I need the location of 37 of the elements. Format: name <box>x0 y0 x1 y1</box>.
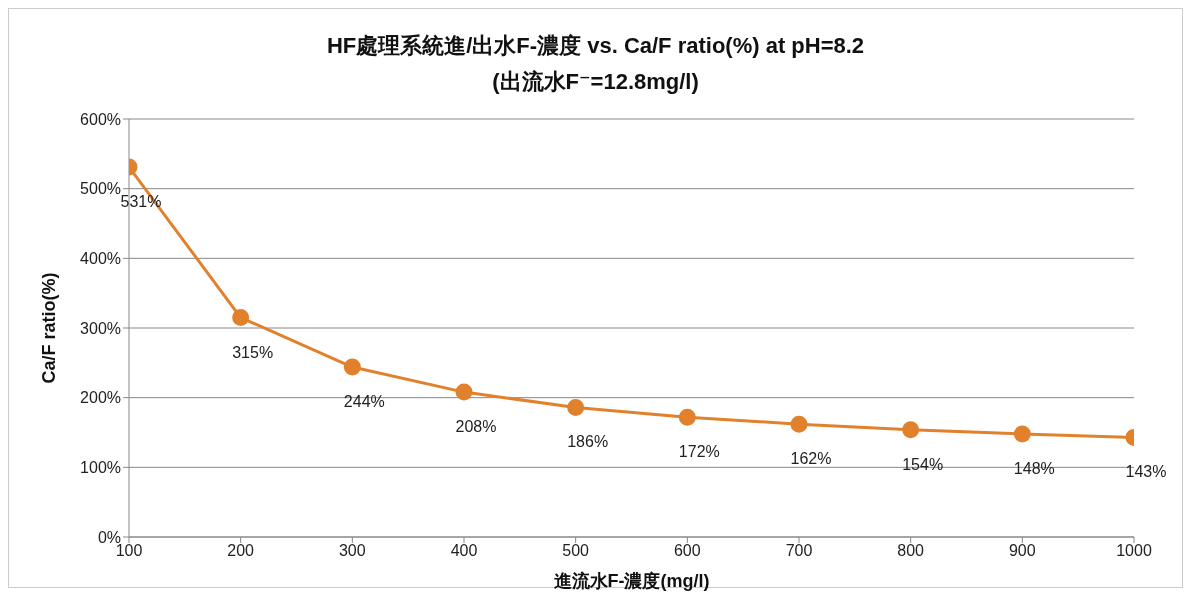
x-tick-label: 1000 <box>1116 542 1152 560</box>
x-tick-label: 300 <box>338 542 366 560</box>
point <box>232 309 250 327</box>
data-label: 154% <box>902 455 944 473</box>
y-tick-label: 400% <box>80 250 121 268</box>
y-tick-label: 200% <box>80 389 121 407</box>
chart-subtitle: (出流水F⁻=12.8mg/l) <box>491 68 700 96</box>
data-label: 186% <box>567 433 609 451</box>
point <box>343 358 361 376</box>
x-tick-label: 900 <box>1008 542 1036 560</box>
data-label: 143% <box>1125 463 1167 481</box>
y-axis-title: Ca/F ratio(%) <box>39 272 60 384</box>
x-tick-label: 400 <box>450 542 478 560</box>
y-tick-label: 100% <box>80 459 121 477</box>
x-tick-label: 600 <box>673 542 701 560</box>
x-axis-title: 進流水F-濃度(mg/l) <box>553 571 710 591</box>
x-tick-label: 800 <box>897 542 925 560</box>
y-tick-label: 300% <box>80 319 121 337</box>
data-label: 148% <box>1013 459 1055 477</box>
point <box>678 408 696 426</box>
data-label: 172% <box>678 443 720 461</box>
x-tick-label: 100 <box>115 542 143 560</box>
point <box>455 383 473 401</box>
y-tick-label: 500% <box>80 180 121 198</box>
data-label: 162% <box>790 450 832 468</box>
point <box>902 421 920 439</box>
data-label: 244% <box>343 393 385 411</box>
y-tick-label: 600% <box>80 110 121 128</box>
point <box>1013 425 1031 443</box>
x-tick-label: 500 <box>562 542 590 560</box>
x-tick-label: 200 <box>227 542 255 560</box>
data-label: 208% <box>455 418 497 436</box>
chart-title: HF處理系統進/出水F-濃度 vs. Ca/F ratio(%) at pH=8.2 <box>325 32 866 60</box>
point <box>790 415 808 433</box>
x-tick-label: 700 <box>785 542 813 560</box>
point <box>567 398 585 416</box>
data-label: 315% <box>232 343 274 361</box>
